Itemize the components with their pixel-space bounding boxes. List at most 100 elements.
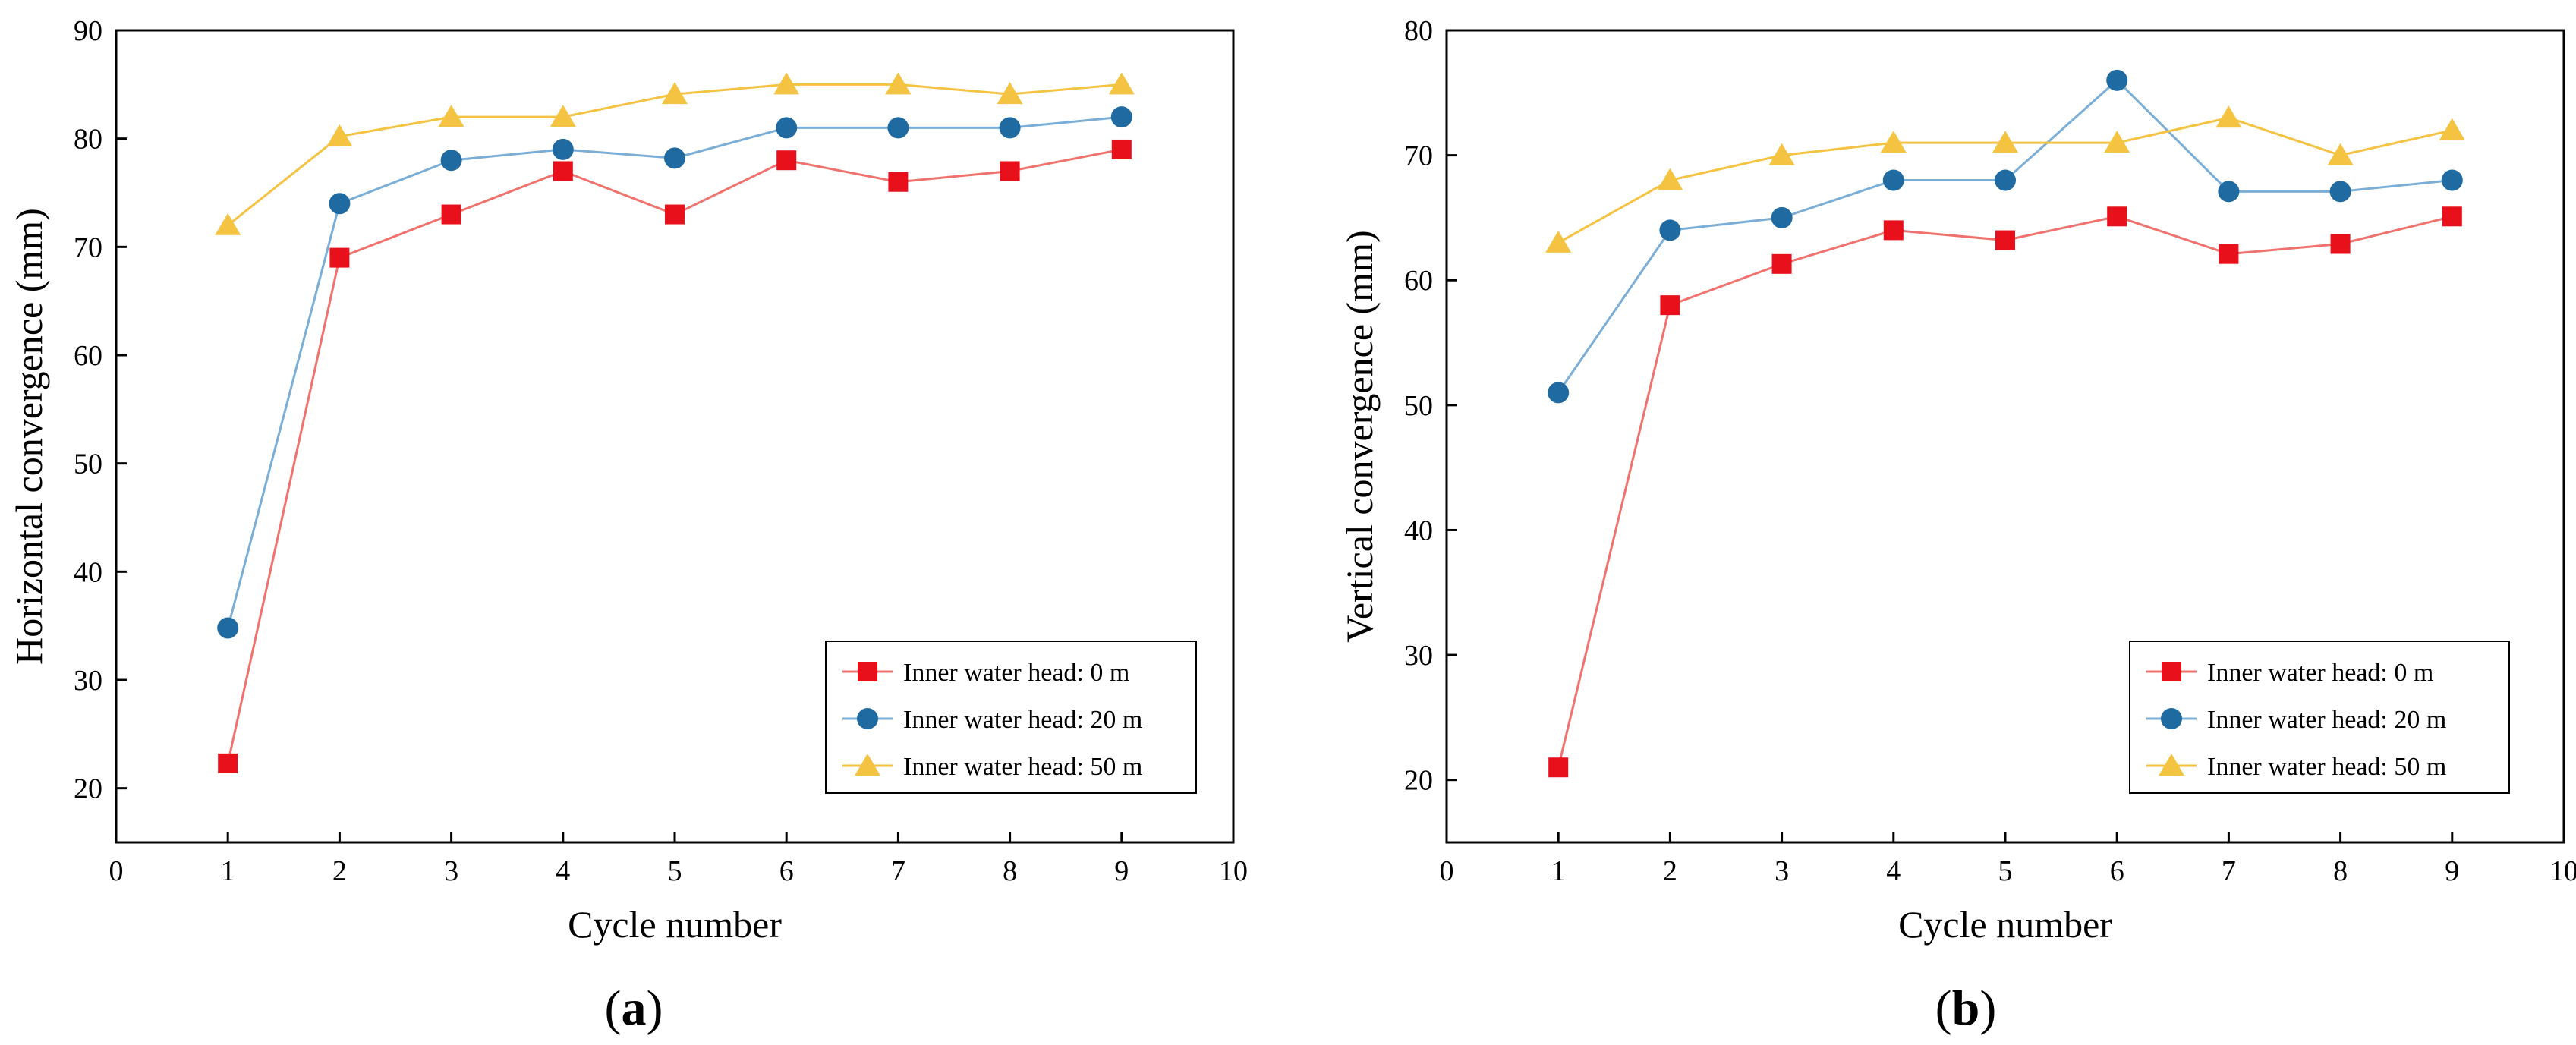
data-point	[1108, 72, 1135, 95]
x-tick-label: 1	[1551, 855, 1566, 887]
legend-label: Inner water head: 50 m	[2207, 753, 2446, 781]
x-tick-label: 10	[2549, 855, 2576, 887]
legend: Inner water head: 0 m Inner water head: 2…	[825, 641, 1197, 794]
legend-marker	[855, 754, 880, 776]
x-tick-label: 9	[2445, 855, 2459, 887]
legend-label: Inner water head: 20 m	[2207, 706, 2446, 734]
data-point	[2442, 206, 2462, 227]
data-point	[1768, 143, 1795, 165]
data-point	[2330, 234, 2351, 254]
data-point	[1111, 139, 1132, 159]
data-point	[1995, 169, 2016, 191]
data-point	[1992, 131, 2018, 153]
panel-label: (a)	[605, 980, 663, 1036]
y-tick-label: 70	[1404, 140, 1433, 172]
data-point	[887, 117, 909, 139]
x-tick-label: 9	[1114, 855, 1129, 887]
data-point	[215, 212, 241, 235]
data-point	[1880, 131, 1907, 153]
data-point	[2439, 118, 2465, 140]
data-point	[1110, 106, 1132, 128]
data-point	[2107, 206, 2127, 227]
y-tick-label: 70	[74, 231, 102, 263]
x-tick-label: 3	[1775, 855, 1789, 887]
series-2	[215, 72, 1135, 235]
series-2	[1545, 105, 2465, 253]
x-tick-label: 6	[779, 855, 794, 887]
data-point	[999, 117, 1021, 139]
data-point	[2327, 143, 2354, 165]
panel-letter: b	[1952, 980, 1980, 1036]
x-tick-label: 8	[1003, 855, 1017, 887]
x-tick-label: 2	[332, 855, 347, 887]
y-axis-title: Vertical convergence (mm)	[1338, 230, 1381, 642]
data-point	[2104, 131, 2130, 153]
data-point	[1771, 253, 1792, 274]
x-tick-label: 4	[556, 855, 570, 887]
data-point	[2219, 244, 2239, 264]
data-point	[776, 150, 797, 171]
data-point	[329, 193, 351, 215]
y-tick-label: 40	[1404, 515, 1433, 546]
data-point	[2218, 181, 2240, 203]
x-tick-label: 1	[221, 855, 235, 887]
data-point	[1657, 168, 1683, 190]
panel-letter: a	[622, 980, 647, 1036]
x-tick-label: 7	[891, 855, 905, 887]
legend-marker	[2161, 708, 2182, 729]
y-tick-label: 20	[74, 773, 102, 805]
y-tick-label: 60	[1404, 265, 1433, 297]
x-tick-label: 8	[2333, 855, 2348, 887]
data-point	[2329, 181, 2351, 203]
data-point	[885, 72, 912, 95]
data-point	[2215, 105, 2242, 128]
data-point	[1545, 230, 1572, 253]
y-tick-label: 30	[74, 665, 102, 697]
y-axis-title: Horizontal convergence (mm)	[8, 208, 50, 665]
y-tick-label: 40	[74, 556, 102, 588]
x-tick-label: 4	[1886, 855, 1901, 887]
data-point	[664, 147, 685, 169]
data-point	[888, 172, 909, 192]
legend-marker	[2159, 754, 2184, 776]
legend-marker	[858, 662, 877, 681]
legend-box	[2129, 641, 2510, 794]
legend-box	[825, 641, 1197, 794]
series-0	[218, 139, 1132, 773]
data-point	[1771, 206, 1793, 228]
y-tick-label: 60	[74, 340, 102, 372]
data-point	[1548, 382, 1570, 404]
data-point	[997, 82, 1023, 105]
legend-label: Inner water head: 50 m	[903, 753, 1142, 781]
data-point	[773, 72, 800, 95]
legend-label: Inner water head: 0 m	[2207, 659, 2433, 687]
x-tick-label: 5	[1998, 855, 2013, 887]
data-point	[1659, 219, 1681, 241]
data-point	[665, 204, 685, 225]
x-tick-label: 2	[1663, 855, 1677, 887]
panel-label: (b)	[1935, 980, 1997, 1036]
y-tick-label: 20	[1404, 765, 1433, 797]
chart-panel-a: 0 1 2 3 4 5 6 7 8 9 10 20 30 40 50 60 70 80 90 Cycle number…	[8, 15, 1248, 1036]
data-point	[550, 105, 576, 127]
x-tick-label: 3	[444, 855, 458, 887]
x-axis-title: Cycle number	[1898, 903, 2112, 946]
y-tick-label: 80	[74, 124, 102, 156]
data-point	[1660, 295, 1680, 316]
data-point	[441, 204, 461, 225]
x-tick-label: 0	[109, 855, 124, 887]
series-1	[217, 106, 1132, 639]
x-tick-label: 7	[2222, 855, 2236, 887]
legend-label: Inner water head: 0 m	[903, 659, 1129, 687]
data-point	[326, 124, 353, 146]
data-point	[1882, 169, 1904, 191]
data-point	[329, 247, 350, 268]
x-tick-label: 6	[2110, 855, 2124, 887]
series-0	[1548, 206, 2462, 778]
chart-panel-b: 0 1 2 3 4 5 6 7 8 9 10 20 30 40 50 60 70 80 Cycle number Ve…	[1338, 15, 2576, 1036]
data-point	[1000, 161, 1020, 181]
y-tick-label: 80	[1404, 15, 1433, 47]
x-tick-label: 0	[1440, 855, 1454, 887]
data-point	[553, 161, 573, 181]
